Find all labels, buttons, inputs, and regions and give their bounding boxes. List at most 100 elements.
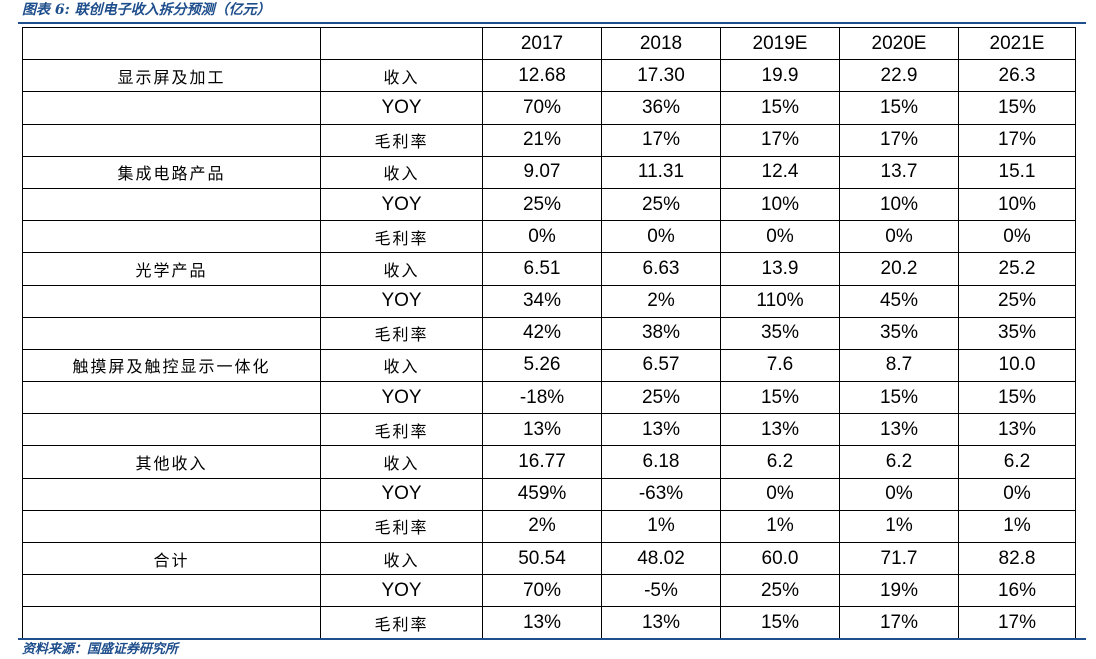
value-cell: -5% — [601, 574, 721, 608]
value-cell: 0% — [839, 220, 959, 254]
table-row: 毛利率 13% 13% 15% 17% 17% — [22, 606, 1076, 640]
value-cell: 35% — [958, 316, 1076, 350]
metric-label: 收入 — [320, 541, 483, 576]
value-cell: 82.8 — [958, 541, 1076, 576]
table-row: YOY 25% 25% 10% 10% 10% — [22, 187, 1076, 222]
value-cell: 5.26 — [482, 348, 602, 383]
table-row: 毛利率 13% 13% 13% 13% 13% — [22, 413, 1076, 447]
metric-label: YOY — [320, 91, 483, 125]
table-row: 显示屏及加工 收入 12.68 17.30 19.9 22.9 26.3 — [22, 59, 1076, 93]
metric-label: 毛利率 — [320, 316, 483, 350]
value-cell: 6.57 — [601, 348, 721, 383]
metric-label: 毛利率 — [320, 123, 483, 157]
value-cell: 15% — [720, 381, 840, 415]
value-cell: 17% — [839, 123, 959, 157]
value-cell: 10% — [958, 187, 1076, 222]
revenue-forecast-table: 2017 2018 2019E 2020E 2021E 显示屏及加工 收入 12.6… — [22, 26, 1076, 640]
value-cell: 0% — [482, 220, 602, 254]
segment-name-cell — [22, 187, 321, 222]
metric-label: YOY — [320, 284, 483, 318]
value-cell: 9.07 — [482, 155, 602, 189]
value-cell: 10% — [720, 187, 840, 222]
value-cell: 19% — [839, 574, 959, 608]
value-cell: 1% — [839, 509, 959, 544]
header-blank-cell — [22, 26, 321, 61]
value-cell: 13% — [482, 413, 602, 447]
value-cell: 25% — [958, 284, 1076, 318]
table-row: 毛利率 42% 38% 35% 35% 35% — [22, 316, 1076, 350]
value-cell: 71.7 — [839, 541, 959, 576]
metric-label: YOY — [320, 477, 483, 511]
segment-name-cell — [22, 606, 321, 640]
value-cell: 11.31 — [601, 155, 721, 189]
value-cell: 35% — [839, 316, 959, 350]
year-header: 2021E — [958, 26, 1076, 61]
table-row: YOY 70% -5% 25% 19% 16% — [22, 574, 1076, 608]
value-cell: 13% — [601, 606, 721, 640]
value-cell: 2% — [601, 284, 721, 318]
table-row: YOY -18% 25% 15% 15% 15% — [22, 381, 1076, 415]
value-cell: 1% — [958, 509, 1076, 544]
value-cell: 12.4 — [720, 155, 840, 189]
value-cell: 17% — [839, 606, 959, 640]
value-cell: 7.6 — [720, 348, 840, 383]
metric-label: 收入 — [320, 59, 483, 93]
segment-name-cell: 显示屏及加工 — [22, 59, 321, 93]
metric-label: 收入 — [320, 155, 483, 189]
value-cell: 42% — [482, 316, 602, 350]
metric-label: 毛利率 — [320, 220, 483, 254]
value-cell: 0% — [958, 477, 1076, 511]
value-cell: 25% — [601, 381, 721, 415]
table-row: 其他收入 收入 16.77 6.18 6.2 6.2 6.2 — [22, 445, 1076, 479]
value-cell: 15% — [958, 91, 1076, 125]
value-cell: 25.2 — [958, 252, 1076, 286]
segment-name-cell — [22, 284, 321, 318]
segment-name-cell: 触摸屏及触控显示一体化 — [22, 348, 321, 383]
value-cell: -18% — [482, 381, 602, 415]
value-cell: 2% — [482, 509, 602, 544]
segment-name-cell: 集成电路产品 — [22, 155, 321, 189]
value-cell: 13.7 — [839, 155, 959, 189]
year-header: 2017 — [482, 26, 602, 61]
metric-label: 毛利率 — [320, 413, 483, 447]
table-row: YOY 34% 2% 110% 45% 25% — [22, 284, 1076, 318]
value-cell: 10.0 — [958, 348, 1076, 383]
value-cell: 25% — [482, 187, 602, 222]
bottom-rule — [18, 638, 1086, 640]
table-row: YOY 70% 36% 15% 15% 15% — [22, 91, 1076, 125]
segment-name-cell: 光学产品 — [22, 252, 321, 286]
metric-label: 收入 — [320, 348, 483, 383]
metric-label: 收入 — [320, 252, 483, 286]
value-cell: 45% — [839, 284, 959, 318]
value-cell: 15% — [839, 91, 959, 125]
value-cell: -63% — [601, 477, 721, 511]
segment-name-cell — [22, 477, 321, 511]
value-cell: 16.77 — [482, 445, 602, 479]
metric-label: 收入 — [320, 445, 483, 479]
table-row: YOY 459% -63% 0% 0% 0% — [22, 477, 1076, 511]
source-note: 资料来源：国盛证券研究所 — [22, 642, 179, 657]
value-cell: 110% — [720, 284, 840, 318]
metric-label: YOY — [320, 187, 483, 222]
value-cell: 22.9 — [839, 59, 959, 93]
value-cell: 17% — [958, 606, 1076, 640]
value-cell: 70% — [482, 574, 602, 608]
value-cell: 25% — [720, 574, 840, 608]
table-row: 毛利率 21% 17% 17% 17% 17% — [22, 123, 1076, 157]
value-cell: 6.51 — [482, 252, 602, 286]
segment-name-cell — [22, 123, 321, 157]
value-cell: 15% — [720, 606, 840, 640]
value-cell: 15.1 — [958, 155, 1076, 189]
value-cell: 6.63 — [601, 252, 721, 286]
value-cell: 0% — [958, 220, 1076, 254]
value-cell: 20.2 — [839, 252, 959, 286]
segment-name-cell — [22, 381, 321, 415]
value-cell: 50.54 — [482, 541, 602, 576]
value-cell: 17% — [958, 123, 1076, 157]
value-cell: 0% — [601, 220, 721, 254]
value-cell: 48.02 — [601, 541, 721, 576]
segment-name-cell — [22, 220, 321, 254]
value-cell: 70% — [482, 91, 602, 125]
top-rule — [18, 22, 1086, 24]
table-row: 毛利率 0% 0% 0% 0% 0% — [22, 220, 1076, 254]
